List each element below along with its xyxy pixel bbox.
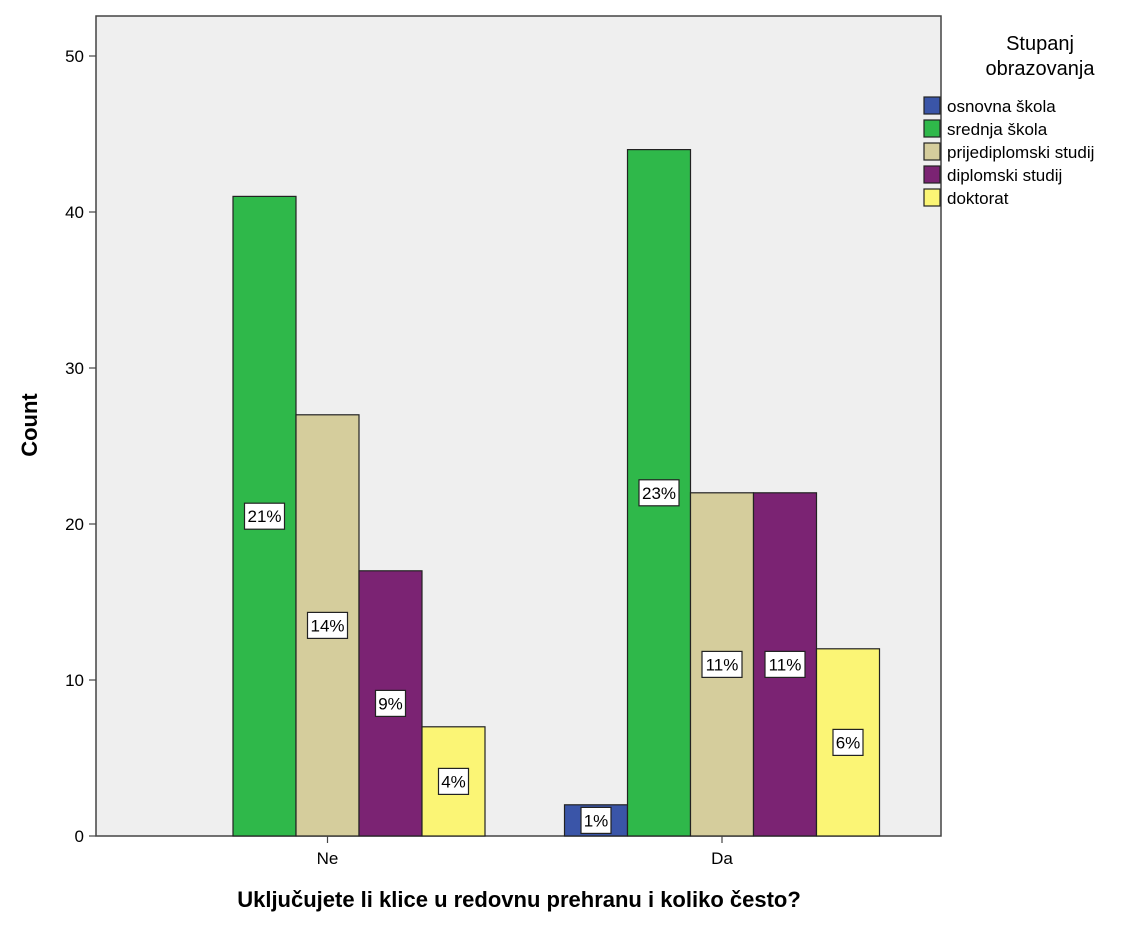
y-tick-label: 10: [65, 671, 84, 690]
data-label-text: 6%: [836, 733, 861, 752]
legend-label: prijediplomski studij: [947, 143, 1094, 162]
data-label: 23%: [638, 479, 680, 507]
data-label-text: 11%: [706, 655, 739, 674]
legend-title-line-2: obrazovanja: [986, 58, 1096, 80]
data-label: 9%: [374, 689, 407, 718]
data-label-box: [638, 479, 680, 507]
data-label-text: 21%: [247, 507, 281, 526]
x-axis: Ne Da: [317, 836, 733, 868]
y-tick-label: 20: [65, 515, 84, 534]
data-labels-layer: 21% 14% 9% 4% 1% 23% 11% 11% 6%: [243, 479, 864, 835]
legend-label: diplomski studij: [947, 166, 1062, 185]
legend: Stupanj obrazovanja osnovna škola srednja…: [923, 33, 1096, 208]
bar: [689, 492, 755, 837]
data-label-text: 11%: [769, 655, 802, 674]
data-label-box: [243, 502, 286, 530]
y-tick-label: 50: [65, 47, 84, 66]
legend-item: srednja škola: [923, 119, 1048, 139]
data-label-box: [832, 728, 864, 757]
data-label-text: 9%: [378, 694, 403, 713]
data-label-text: 14%: [310, 616, 344, 635]
legend-swatch: [923, 96, 941, 115]
legend-item: prijediplomski studij: [923, 142, 1094, 162]
legend-item: osnovna škola: [923, 96, 1056, 116]
legend-title-line-1: Stupanj: [1006, 33, 1074, 55]
data-label: 11%: [764, 650, 806, 679]
y-tick-label: 30: [65, 359, 84, 378]
data-label-box: [374, 689, 407, 718]
y-axis: 0 10 20 30 40 50: [65, 47, 96, 846]
y-tick-label: 40: [65, 203, 84, 222]
data-label-box: [764, 650, 806, 679]
data-label-box: [580, 806, 612, 835]
x-tick-label: Ne: [317, 849, 339, 868]
legend-label: doktorat: [947, 189, 1009, 208]
legend-swatch: [923, 165, 941, 184]
legend-label: srednja škola: [947, 120, 1048, 139]
legend-swatch: [923, 142, 941, 161]
x-axis-title: Uključujete li klice u redovnu prehranu …: [237, 887, 801, 912]
data-label: 1%: [580, 806, 612, 835]
x-tick-label: Da: [711, 849, 733, 868]
y-tick-label: 0: [75, 827, 84, 846]
data-label: 4%: [437, 767, 470, 796]
data-label-text: 23%: [642, 484, 676, 503]
data-label: 6%: [832, 728, 864, 757]
legend-label: osnovna škola: [947, 97, 1056, 116]
legend-items: osnovna škola srednja škola prijediplomski…: [923, 96, 1094, 208]
data-label: 21%: [243, 502, 286, 530]
data-label: 11%: [701, 650, 743, 679]
data-label-box: [701, 650, 743, 679]
data-label-box: [306, 611, 349, 640]
legend-swatch: [923, 188, 941, 207]
data-label: 14%: [306, 611, 349, 640]
legend-swatch: [923, 119, 941, 138]
y-axis-title: Count: [17, 393, 42, 457]
data-label-box: [437, 767, 470, 796]
legend-item: doktorat: [923, 188, 1009, 208]
data-label-text: 1%: [584, 811, 609, 830]
data-label-text: 4%: [441, 772, 466, 791]
legend-item: diplomski studij: [923, 165, 1062, 185]
